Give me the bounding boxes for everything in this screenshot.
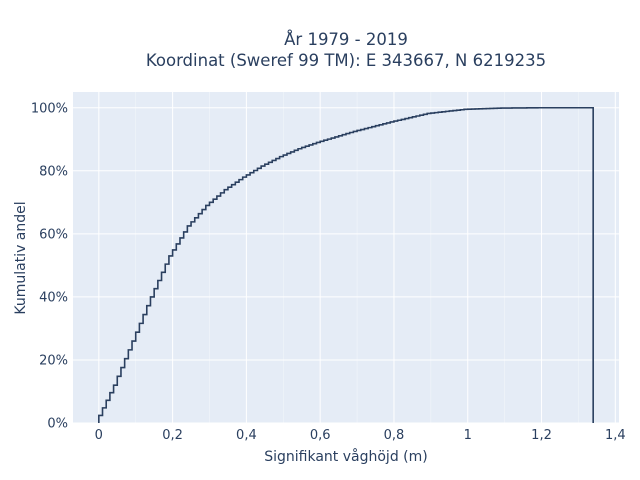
cdf-step-line [98,106,594,423]
x-tick-label: 0,8 [384,428,405,443]
y-axis-ticks: 0% 20% 40% 60% 80% 100% [31,101,68,431]
y-tick-label: 60% [39,227,68,242]
x-tick-label: 0 [95,428,103,443]
chart-title-line-1: År 1979 - 2019 [284,30,408,49]
y-axis-title: Kumulativ andel [13,201,29,314]
x-tick-label: 0,4 [236,428,257,443]
x-axis-title: Signifikant våghöjd (m) [264,448,427,465]
x-tick-label: 1 [464,428,472,443]
x-axis-ticks: 0 0,2 0,4 0,6 0,8 1 1,2 1,4 [95,428,626,443]
y-tick-label: 20% [39,353,68,368]
x-tick-label: 1,4 [605,428,626,443]
plot-area [73,92,619,423]
x-tick-label: 0,6 [310,428,331,443]
x-tick-label: 1,2 [531,428,552,443]
x-tick-label: 0,2 [162,428,183,443]
y-tick-label: 80% [39,164,68,179]
y-tick-label: 100% [31,101,68,116]
y-tick-label: 0% [47,417,68,432]
grid [73,92,619,424]
y-tick-label: 40% [39,290,68,305]
chart-title-line-2: Koordinat (Sweref 99 TM): E 343667, N 62… [146,51,546,70]
